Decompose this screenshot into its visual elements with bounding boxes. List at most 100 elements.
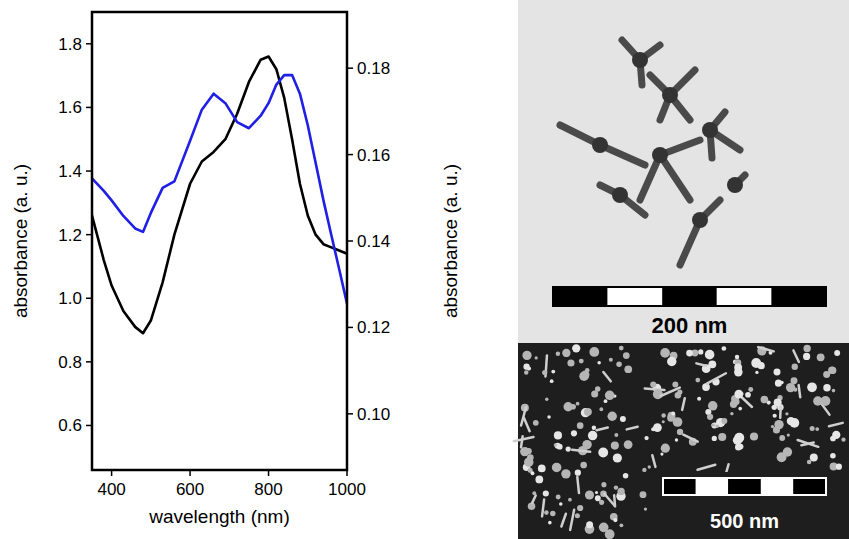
sem-particle [815, 427, 819, 431]
sem-particle [551, 370, 555, 374]
sem-particle [559, 502, 563, 506]
scale-bar-ground [656, 472, 833, 536]
sem-particle [651, 427, 655, 431]
sem-particle [554, 443, 557, 446]
sem-particle [721, 418, 727, 424]
sem-rod [645, 388, 665, 390]
sem-particle [761, 396, 769, 404]
y2-tick-label: 0.18 [357, 59, 390, 78]
sem-particle [779, 435, 785, 441]
sem-particle [660, 453, 663, 456]
sem-particle [611, 442, 619, 450]
sem-particle [562, 349, 570, 357]
sem-particle [554, 431, 562, 439]
sem-particle [599, 500, 604, 505]
sem-particle [605, 529, 615, 539]
sem-particle [566, 447, 571, 452]
sem-particle [524, 370, 528, 374]
sem-particle [803, 353, 810, 360]
sem-particle [803, 345, 810, 352]
sem-particle [832, 389, 836, 393]
sem-particle [787, 417, 795, 425]
sem-particle [786, 383, 795, 392]
sem-particle [586, 521, 593, 528]
sem-particle [750, 432, 758, 440]
sem-rod [682, 398, 685, 410]
sem-particle [619, 523, 623, 527]
sem-particle [548, 521, 552, 525]
sem-particle [575, 470, 581, 476]
sem-particle [642, 468, 646, 472]
sem-background [518, 343, 849, 539]
sem-particle [813, 396, 822, 405]
sem-particle [807, 460, 812, 465]
sem-particle [616, 361, 622, 367]
scale-bar-segment [728, 478, 761, 495]
y-tick-label: 0.6 [58, 416, 82, 435]
sem-rod [577, 477, 579, 493]
sem-rod [542, 500, 544, 517]
sem-particle [552, 463, 562, 473]
sem-particle [608, 412, 617, 421]
sem-particle [535, 476, 543, 484]
sem-particle [623, 352, 630, 359]
sem-particle [579, 371, 589, 381]
sem-particle [522, 351, 531, 360]
sem-particle [785, 412, 788, 415]
sem-particle [712, 436, 717, 441]
y2-tick-label: 0.12 [357, 318, 390, 337]
sem-rod [779, 407, 782, 418]
sem-particle [730, 412, 733, 415]
sem-particle [667, 357, 676, 366]
sem-particle [755, 371, 758, 374]
sem-rod [524, 418, 530, 431]
x-tick-label: 400 [97, 480, 125, 499]
sem-particle [538, 465, 546, 473]
sem-particle [613, 518, 617, 522]
sem-particle [592, 426, 596, 430]
sem-rod [603, 372, 610, 381]
sem-particle [543, 490, 549, 496]
sem-particle [780, 381, 783, 384]
sem-particle [751, 358, 761, 368]
sem-particle [597, 361, 601, 365]
sem-particle [644, 507, 647, 510]
sem-particle [695, 378, 700, 383]
particle-core [632, 52, 648, 68]
sem-particle [677, 389, 682, 394]
sem-particle [547, 415, 550, 418]
series-group [92, 57, 347, 334]
scale-bar-segment [662, 287, 717, 306]
particle-core [702, 122, 718, 138]
chart: 40060080010000.60.81.01.21.41.61.80.100.… [10, 12, 461, 527]
sem-rod [570, 510, 574, 530]
particle-core [612, 187, 628, 203]
particle-core [727, 177, 743, 193]
sem-particle [620, 416, 626, 422]
sem-rod [698, 465, 716, 470]
sem-particle [520, 447, 529, 456]
sem-rod [597, 428, 608, 431]
sem-rod [561, 514, 566, 527]
y-tick-label: 1.8 [58, 35, 82, 54]
scale-bar-segment [793, 478, 826, 495]
sem-particle [568, 498, 572, 502]
sem-particle [609, 358, 613, 362]
sem-particle [810, 426, 815, 431]
scale-bar-label: 500 nm [710, 510, 779, 532]
sem-particle [787, 433, 790, 436]
sem-particle [677, 429, 683, 435]
scale-bar-segment [717, 287, 772, 306]
sem-particle [624, 440, 633, 449]
sem-particle [561, 469, 570, 478]
scale-bar-segment [761, 478, 794, 495]
sem-particle [556, 495, 561, 500]
y2-tick-label: 0.10 [357, 405, 390, 424]
sem-particle [619, 346, 624, 351]
sem-particle [577, 422, 584, 429]
y2-tick-label: 0.16 [357, 146, 390, 165]
sem-particle [792, 364, 798, 370]
sem-particle [841, 437, 845, 441]
y-tick-label: 0.8 [58, 353, 82, 372]
sem-particle [595, 386, 601, 392]
